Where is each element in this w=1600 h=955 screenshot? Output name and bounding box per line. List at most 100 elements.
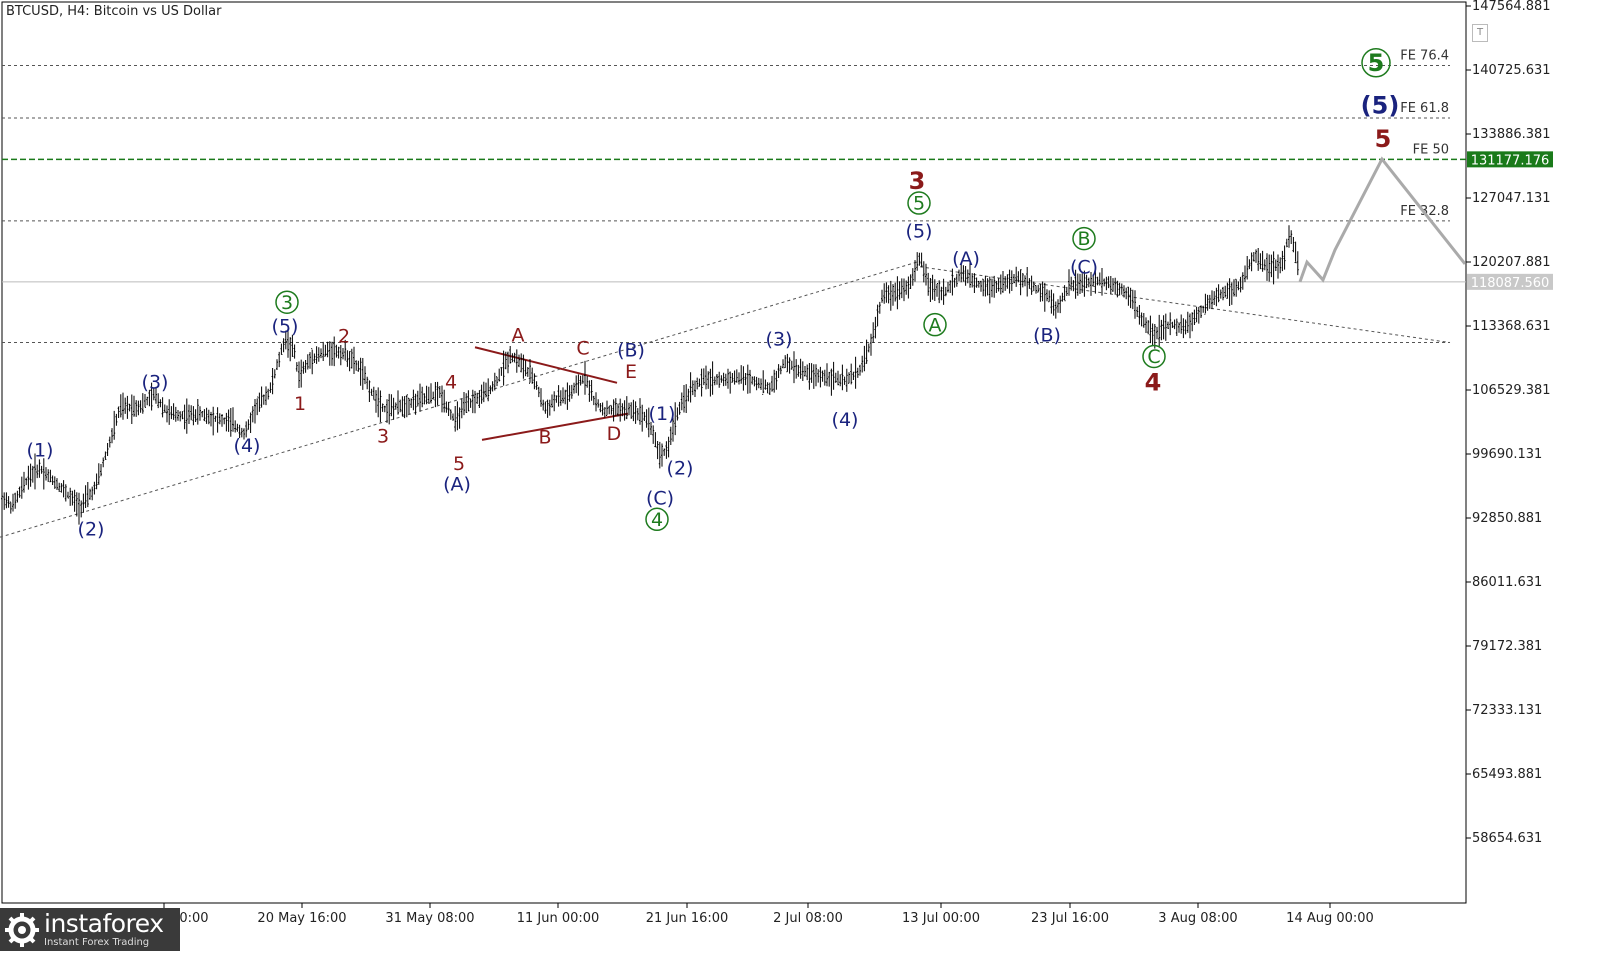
- ohlc-bar: [91, 486, 94, 501]
- ohlc-bar: [832, 361, 835, 390]
- ohlc-bar: [852, 371, 855, 380]
- ohlc-bar: [267, 388, 270, 400]
- ohlc-bar: [887, 285, 890, 304]
- ohlc-bar: [1094, 268, 1097, 294]
- ohlc-bar: [669, 426, 672, 445]
- ohlc-bar: [205, 407, 208, 424]
- ohlc-bar: [157, 393, 160, 409]
- ohlc-bar: [1158, 314, 1161, 348]
- ohlc-bar: [372, 386, 375, 401]
- ohlc-bar: [1241, 272, 1244, 290]
- ohlc-bar: [614, 398, 617, 416]
- ohlc-bar: [524, 360, 527, 377]
- ohlc-bar: [199, 406, 201, 421]
- ohlc-bar: [150, 382, 153, 411]
- ohlc-bar: [405, 394, 408, 418]
- ohlc-bar: [196, 399, 199, 425]
- ohlc-bar: [680, 392, 683, 411]
- wave-label: B: [1077, 228, 1090, 250]
- ohlc-bar: [863, 345, 866, 372]
- ohlc-bar: [617, 403, 619, 417]
- ohlc-bar: [837, 370, 839, 386]
- ohlc-bar: [1107, 276, 1110, 289]
- y-tick-label: 127047.131: [1472, 191, 1551, 206]
- ohlc-bar: [9, 501, 12, 514]
- ohlc-bar: [1068, 269, 1070, 296]
- ohlc-bar: [1270, 254, 1273, 278]
- ohlc-bar: [1037, 284, 1040, 293]
- ohlc-bar: [942, 278, 945, 305]
- ohlc-bar: [95, 473, 98, 490]
- ohlc-bar: [1085, 274, 1088, 289]
- ohlc-bar: [438, 386, 441, 398]
- ohlc-bar: [247, 419, 250, 430]
- ohlc-bar: [636, 408, 639, 421]
- ohlc-bar: [1021, 273, 1024, 288]
- ohlc-bar: [192, 406, 195, 426]
- y-tick-label: 65493.881: [1472, 767, 1542, 782]
- ohlc-bar: [1112, 278, 1114, 292]
- ohlc-bar: [1048, 290, 1051, 303]
- ohlc-bar: [1164, 313, 1167, 341]
- ohlc-bar: [386, 399, 388, 423]
- ohlc-bar: [278, 351, 281, 368]
- ohlc-bar: [804, 366, 806, 377]
- x-tick-label: 2 Jul 08:00: [773, 911, 843, 926]
- ohlc-bar: [870, 333, 872, 356]
- ohlc-bar: [56, 478, 58, 490]
- ohlc-bar: [29, 463, 32, 487]
- ohlc-bar: [883, 283, 886, 304]
- ohlc-bar: [357, 360, 360, 372]
- ohlc-bar: [920, 252, 923, 268]
- wave-label-circle: [645, 507, 669, 532]
- wave-label-circle: [923, 312, 947, 337]
- ohlc-bar: [639, 398, 641, 425]
- ohlc-bar: [907, 276, 910, 299]
- ohlc-bar: [375, 390, 377, 413]
- ohlc-bar: [845, 368, 848, 392]
- trade-panel-icon[interactable]: T: [1472, 24, 1488, 42]
- y-tick-label: 99690.131: [1472, 447, 1542, 462]
- ohlc-bar: [102, 457, 105, 468]
- ohlc-bar: [370, 388, 373, 396]
- ohlc-bar: [909, 274, 912, 289]
- ohlc-bar: [168, 399, 171, 425]
- ohlc-bar: [166, 405, 168, 423]
- ohlc-bar: [872, 322, 875, 343]
- ohlc-bar: [1002, 271, 1004, 293]
- ohlc-bar: [234, 420, 237, 433]
- ohlc-bar: [843, 376, 846, 385]
- ohlc-bar: [698, 378, 701, 387]
- ohlc-bar: [588, 380, 591, 402]
- ohlc-bar: [361, 358, 364, 390]
- ohlc-bar: [727, 368, 729, 389]
- ohlc-bar: [557, 385, 560, 407]
- instaforex-logo: instaforex Instant Forex Trading: [0, 908, 180, 951]
- fe50-price-value: 131177.176: [1471, 153, 1550, 168]
- ohlc-bar: [476, 392, 479, 404]
- ohlc-bar: [324, 344, 327, 357]
- ohlc-bar: [793, 351, 795, 384]
- ohlc-bar: [496, 376, 498, 387]
- ohlc-bar: [641, 404, 644, 432]
- wave-label: 1: [294, 393, 306, 415]
- ohlc-bar: [753, 376, 756, 387]
- ohlc-bar: [245, 421, 248, 438]
- ohlc-bar: [546, 399, 549, 418]
- ohlc-bar: [1131, 289, 1134, 310]
- ohlc-bar: [355, 360, 358, 371]
- ohlc-bar: [243, 428, 245, 440]
- ohlc-bar: [5, 492, 8, 509]
- ohlc-bar: [608, 405, 611, 415]
- ohlc-bar: [661, 443, 663, 467]
- ohlc-bar: [504, 351, 507, 370]
- ohlc-bar: [273, 369, 276, 379]
- ohlc-bar: [1004, 276, 1007, 291]
- ohlc-bar: [73, 489, 76, 512]
- ohlc-bar: [702, 368, 705, 386]
- ohlc-bar: [1070, 276, 1073, 291]
- ohlc-bar: [806, 364, 809, 381]
- ohlc-bar: [672, 417, 674, 442]
- wave-label: 5: [1368, 49, 1385, 77]
